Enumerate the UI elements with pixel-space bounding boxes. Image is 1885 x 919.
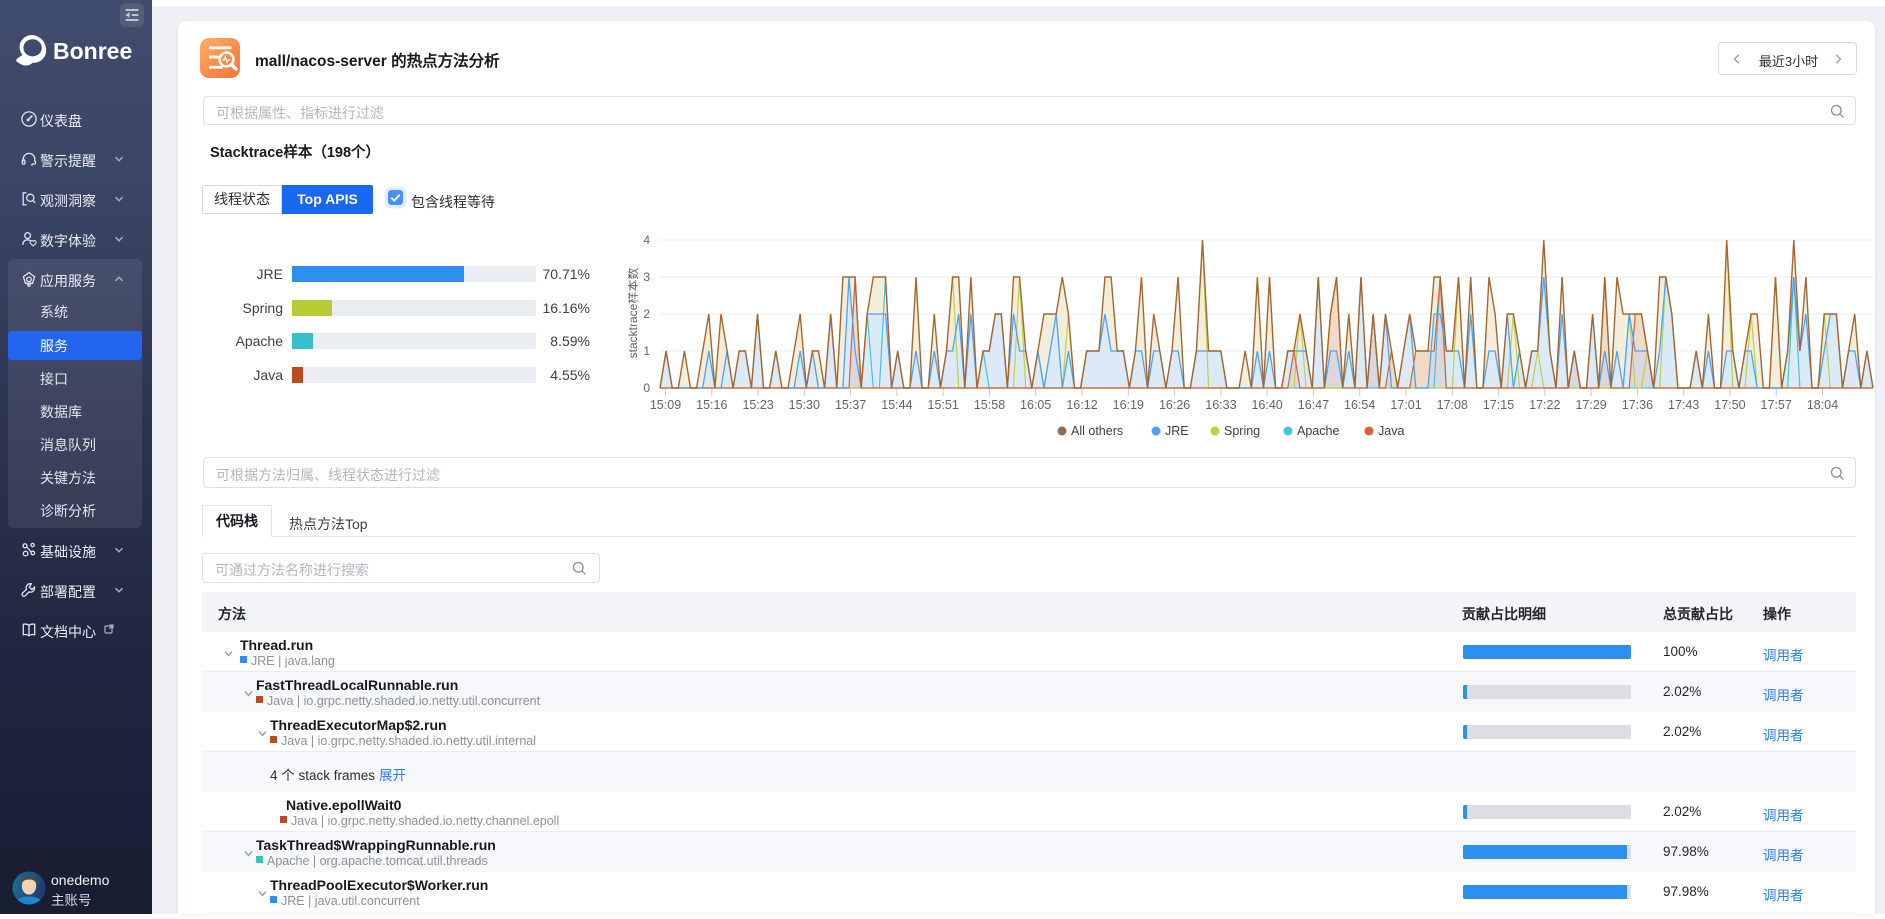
svg-text:17:01: 17:01 [1390,398,1421,412]
svg-text:17:22: 17:22 [1529,398,1560,412]
svg-text:15:16: 15:16 [696,398,727,412]
svg-text:17:43: 17:43 [1668,398,1699,412]
svg-text:15:51: 15:51 [928,398,959,412]
svg-text:16:47: 16:47 [1298,398,1329,412]
svg-text:onedemo: onedemo [51,872,110,888]
svg-text:JRE: JRE [1165,424,1189,438]
svg-text:1: 1 [643,344,650,358]
svg-text:16:40: 16:40 [1251,398,1282,412]
svg-text:Spring: Spring [1224,424,1260,438]
svg-text:All others: All others [1071,424,1123,438]
svg-text:0: 0 [643,381,650,395]
svg-text:主账号: 主账号 [51,893,92,908]
svg-text:2: 2 [643,307,650,321]
svg-text:16:19: 16:19 [1113,398,1144,412]
svg-text:15:23: 15:23 [742,398,773,412]
svg-text:18:04: 18:04 [1807,398,1838,412]
svg-text:15:37: 15:37 [835,398,866,412]
svg-text:Java: Java [1378,424,1404,438]
svg-text:16:33: 16:33 [1205,398,1236,412]
svg-text:4: 4 [643,233,650,247]
svg-text:Apache: Apache [1297,424,1339,438]
svg-text:17:15: 17:15 [1483,398,1514,412]
svg-text:15:44: 15:44 [881,398,912,412]
svg-text:17:36: 17:36 [1622,398,1653,412]
svg-text:3: 3 [643,270,650,284]
svg-text:17:50: 17:50 [1714,398,1745,412]
svg-text:16:12: 16:12 [1066,398,1097,412]
svg-text:15:58: 15:58 [974,398,1005,412]
svg-text:17:29: 17:29 [1575,398,1606,412]
svg-text:16:26: 16:26 [1159,398,1190,412]
svg-text:16:54: 16:54 [1344,398,1375,412]
svg-text:stacktrace样本数: stacktrace样本数 [628,268,640,359]
svg-text:15:09: 15:09 [650,398,681,412]
svg-text:17:08: 17:08 [1437,398,1468,412]
svg-text:Bonree: Bonree [53,38,132,64]
svg-text:15:30: 15:30 [789,398,820,412]
svg-text:16:05: 16:05 [1020,398,1051,412]
svg-text:17:57: 17:57 [1761,398,1792,412]
